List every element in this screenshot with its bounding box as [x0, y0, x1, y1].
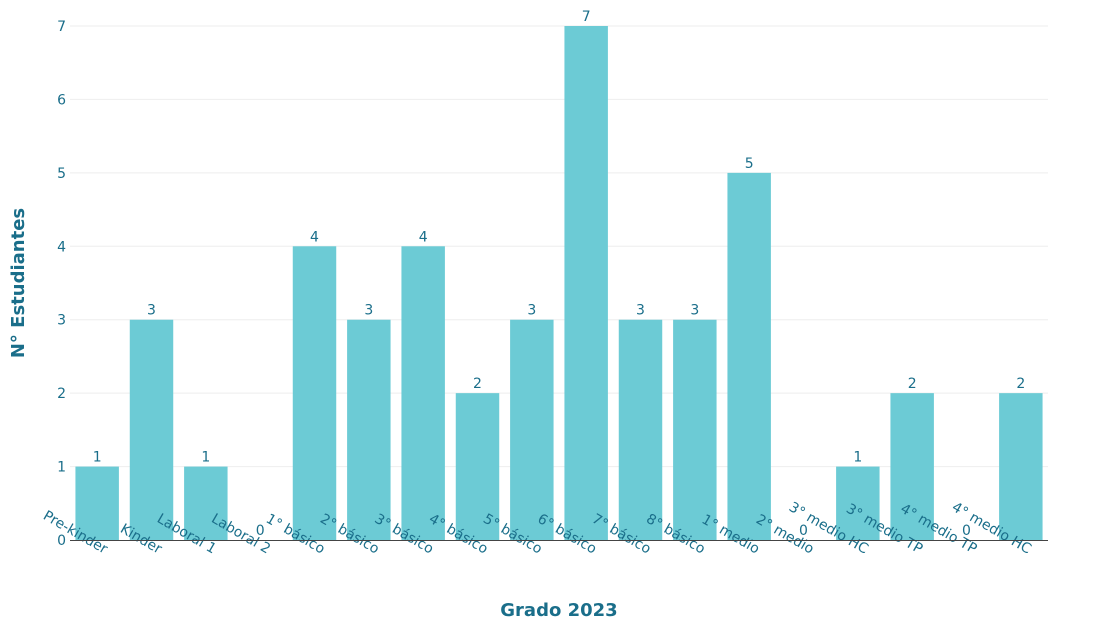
bar-value-label: 4 [419, 229, 428, 245]
bar-value-label: 0 [256, 523, 265, 539]
bar-value-label: 3 [147, 303, 156, 319]
bar-value-label: 1 [201, 450, 210, 466]
value-labels: 1 3 1 0 4 3 4 2 3 7 3 3 5 0 1 2 0 2 [93, 9, 1026, 539]
bar [999, 393, 1043, 540]
bar [184, 466, 228, 540]
x-axis-title: Grado 2023 [500, 600, 617, 621]
y-tick-label: 0 [57, 533, 66, 549]
bar [455, 393, 500, 540]
bar [292, 246, 337, 541]
bar [401, 246, 445, 541]
bar-value-label: 3 [636, 303, 645, 319]
bar-value-label: 3 [527, 303, 536, 319]
y-tick-label: 3 [57, 313, 66, 329]
y-tick-label: 1 [57, 460, 66, 476]
bar-value-label: 0 [799, 523, 808, 539]
bar-value-label: 1 [853, 450, 862, 466]
bar [673, 319, 717, 540]
bar-value-label: 2 [473, 376, 482, 392]
bar-value-label: 3 [364, 303, 373, 319]
bar-value-label: 3 [690, 303, 699, 319]
bar [890, 393, 934, 540]
bar [618, 319, 663, 540]
bar [347, 319, 391, 540]
bar [129, 319, 174, 540]
bar-value-label: 2 [908, 376, 917, 392]
bar [836, 466, 880, 540]
bar-value-label: 1 [93, 450, 102, 466]
bar-value-label: 4 [310, 229, 319, 245]
bar [727, 172, 771, 540]
y-tick-label: 7 [57, 19, 66, 35]
y-tick-label: 5 [57, 166, 66, 182]
y-axis-ticks: 0 1 2 3 4 5 6 7 [57, 19, 66, 549]
bar [564, 26, 608, 540]
bar-value-label: 7 [582, 9, 591, 25]
bar-value-label: 5 [745, 156, 754, 172]
y-tick-label: 2 [57, 386, 66, 402]
bar [510, 319, 554, 540]
bar-value-label: 0 [962, 523, 971, 539]
y-axis-title: N° Estudiantes [8, 208, 29, 358]
bars [75, 26, 1043, 541]
bar-value-label: 2 [1016, 376, 1025, 392]
gridlines [70, 25, 1048, 468]
y-tick-label: 6 [57, 92, 66, 108]
bar [75, 466, 119, 540]
y-tick-label: 4 [57, 239, 66, 255]
